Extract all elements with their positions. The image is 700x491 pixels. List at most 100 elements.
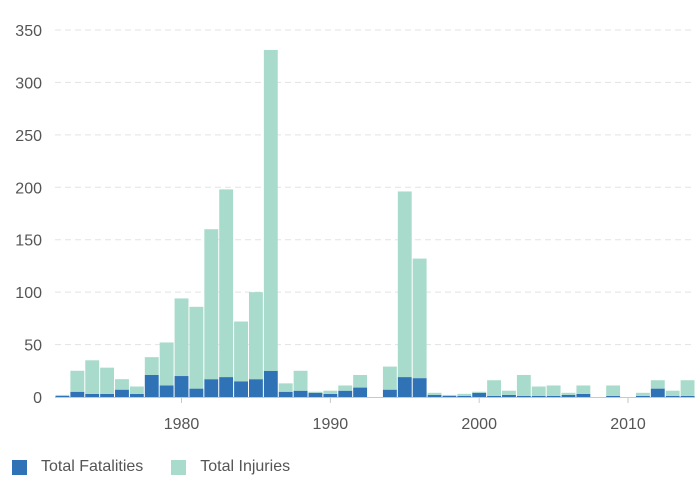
bar-fatalities[interactable] <box>561 394 576 397</box>
bar-fatalities[interactable] <box>412 378 427 397</box>
bar-injuries[interactable] <box>70 370 85 392</box>
bar-injuries[interactable] <box>546 385 561 396</box>
y-tick-label: 350 <box>15 23 42 40</box>
bar-injuries[interactable] <box>293 370 308 391</box>
bar-fatalities[interactable] <box>204 379 219 397</box>
bar-injuries[interactable] <box>606 385 621 396</box>
bar-fatalities[interactable] <box>144 374 159 397</box>
bar-fatalities[interactable] <box>323 393 338 397</box>
x-tick-label: 1980 <box>164 416 200 433</box>
bar-fatalities[interactable] <box>606 395 621 397</box>
bar-fatalities[interactable] <box>85 393 100 397</box>
bar-injuries[interactable] <box>159 342 174 386</box>
bar-injuries[interactable] <box>278 383 293 392</box>
bar-fatalities[interactable] <box>576 393 591 397</box>
bar-injuries[interactable] <box>502 390 516 395</box>
bar-fatalities[interactable] <box>516 395 531 397</box>
bar-injuries[interactable] <box>487 380 502 396</box>
bar-fatalities[interactable] <box>635 395 650 397</box>
bar-injuries[interactable] <box>457 393 472 396</box>
bar-fatalities[interactable] <box>546 395 561 397</box>
bar-injuries[interactable] <box>248 292 263 380</box>
bar-fatalities[interactable] <box>234 381 248 397</box>
bar-fatalities[interactable] <box>159 385 174 397</box>
bar-injuries[interactable] <box>427 392 442 395</box>
bar-fatalities[interactable] <box>427 394 442 397</box>
y-tick-label: 0 <box>33 390 42 407</box>
y-tick-label: 50 <box>24 338 42 355</box>
bar-injuries[interactable] <box>353 374 368 388</box>
bar-injuries[interactable] <box>531 386 546 396</box>
bar-fatalities[interactable] <box>442 395 457 397</box>
bar-fatalities[interactable] <box>353 387 368 397</box>
bar-fatalities[interactable] <box>457 395 472 397</box>
bar-fatalities[interactable] <box>115 389 129 397</box>
bar-injuries[interactable] <box>397 191 412 378</box>
bar-fatalities[interactable] <box>219 377 234 397</box>
legend-item-fatalities[interactable]: Total Fatalities <box>12 458 143 476</box>
bar-injuries[interactable] <box>561 392 576 395</box>
y-tick-label: 300 <box>15 75 42 92</box>
y-tick-label: 250 <box>15 128 42 145</box>
bar-fatalities[interactable] <box>70 391 85 397</box>
bar-fatalities[interactable] <box>129 393 144 397</box>
bar-injuries[interactable] <box>323 390 338 394</box>
bar-fatalities[interactable] <box>650 388 665 397</box>
bar-fatalities[interactable] <box>278 391 293 397</box>
bar-fatalities[interactable] <box>174 376 189 397</box>
bar-injuries[interactable] <box>382 366 397 390</box>
bar-injuries[interactable] <box>308 391 323 393</box>
bar-fatalities[interactable] <box>382 389 397 397</box>
bar-injuries[interactable] <box>85 360 100 394</box>
bar-injuries[interactable] <box>516 374 531 396</box>
bar-injuries[interactable] <box>665 390 680 396</box>
bar-injuries[interactable] <box>650 380 665 389</box>
bar-injuries[interactable] <box>412 258 427 379</box>
bar-injuries[interactable] <box>129 386 144 394</box>
bar-injuries[interactable] <box>576 385 591 394</box>
bar-fatalities[interactable] <box>100 393 115 397</box>
bar-injuries[interactable] <box>115 379 129 390</box>
bar-injuries[interactable] <box>144 357 159 375</box>
bar-injuries[interactable] <box>338 385 353 391</box>
bar-injuries[interactable] <box>174 298 189 377</box>
bar-injuries[interactable] <box>472 391 487 393</box>
x-tick-label: 1990 <box>313 416 349 433</box>
bar-fatalities[interactable] <box>308 392 323 397</box>
legend: Total Fatalities Total Injuries <box>12 458 290 476</box>
bar-fatalities[interactable] <box>397 377 412 397</box>
bar-injuries[interactable] <box>680 380 695 396</box>
bar-injuries[interactable] <box>219 189 234 378</box>
bar-fatalities[interactable] <box>338 390 353 397</box>
bar-fatalities[interactable] <box>55 395 70 397</box>
bar-injuries[interactable] <box>189 306 204 389</box>
bar-fatalities[interactable] <box>472 392 487 397</box>
bar-fatalities[interactable] <box>189 388 204 397</box>
legend-label-fatalities: Total Fatalities <box>41 458 144 475</box>
legend-item-injuries[interactable]: Total Injuries <box>171 458 290 476</box>
bar-fatalities[interactable] <box>263 370 278 397</box>
bar-fatalities[interactable] <box>487 395 502 397</box>
bar-fatalities[interactable] <box>248 379 263 397</box>
bar-injuries[interactable] <box>55 394 70 396</box>
bar-injuries[interactable] <box>234 321 248 382</box>
bar-injuries[interactable] <box>100 367 115 394</box>
stacked-bar-chart: 0 50 100 150 200 250 300 350 1980 1990 2000 2010 <box>15 23 695 433</box>
bar-injuries[interactable] <box>635 392 650 396</box>
bar-fatalities[interactable] <box>531 395 546 397</box>
legend-label-injuries: Total Injuries <box>200 458 291 475</box>
bar-injuries[interactable] <box>204 229 219 380</box>
bar-fatalities[interactable] <box>665 395 680 397</box>
y-tick-label: 100 <box>15 285 42 302</box>
x-tick-label: 2010 <box>610 416 646 433</box>
bar-injuries[interactable] <box>263 49 278 371</box>
injuries-swatch <box>171 459 187 475</box>
bar-fatalities[interactable] <box>502 394 516 397</box>
y-tick-label: 150 <box>15 233 42 250</box>
axes: 0 50 100 150 200 250 300 350 1980 1990 2000 2010 <box>15 23 695 433</box>
x-tick-label: 2000 <box>461 416 497 433</box>
bar-injuries[interactable] <box>442 394 457 396</box>
bar-fatalities[interactable] <box>293 390 308 397</box>
bar-fatalities[interactable] <box>680 395 695 397</box>
